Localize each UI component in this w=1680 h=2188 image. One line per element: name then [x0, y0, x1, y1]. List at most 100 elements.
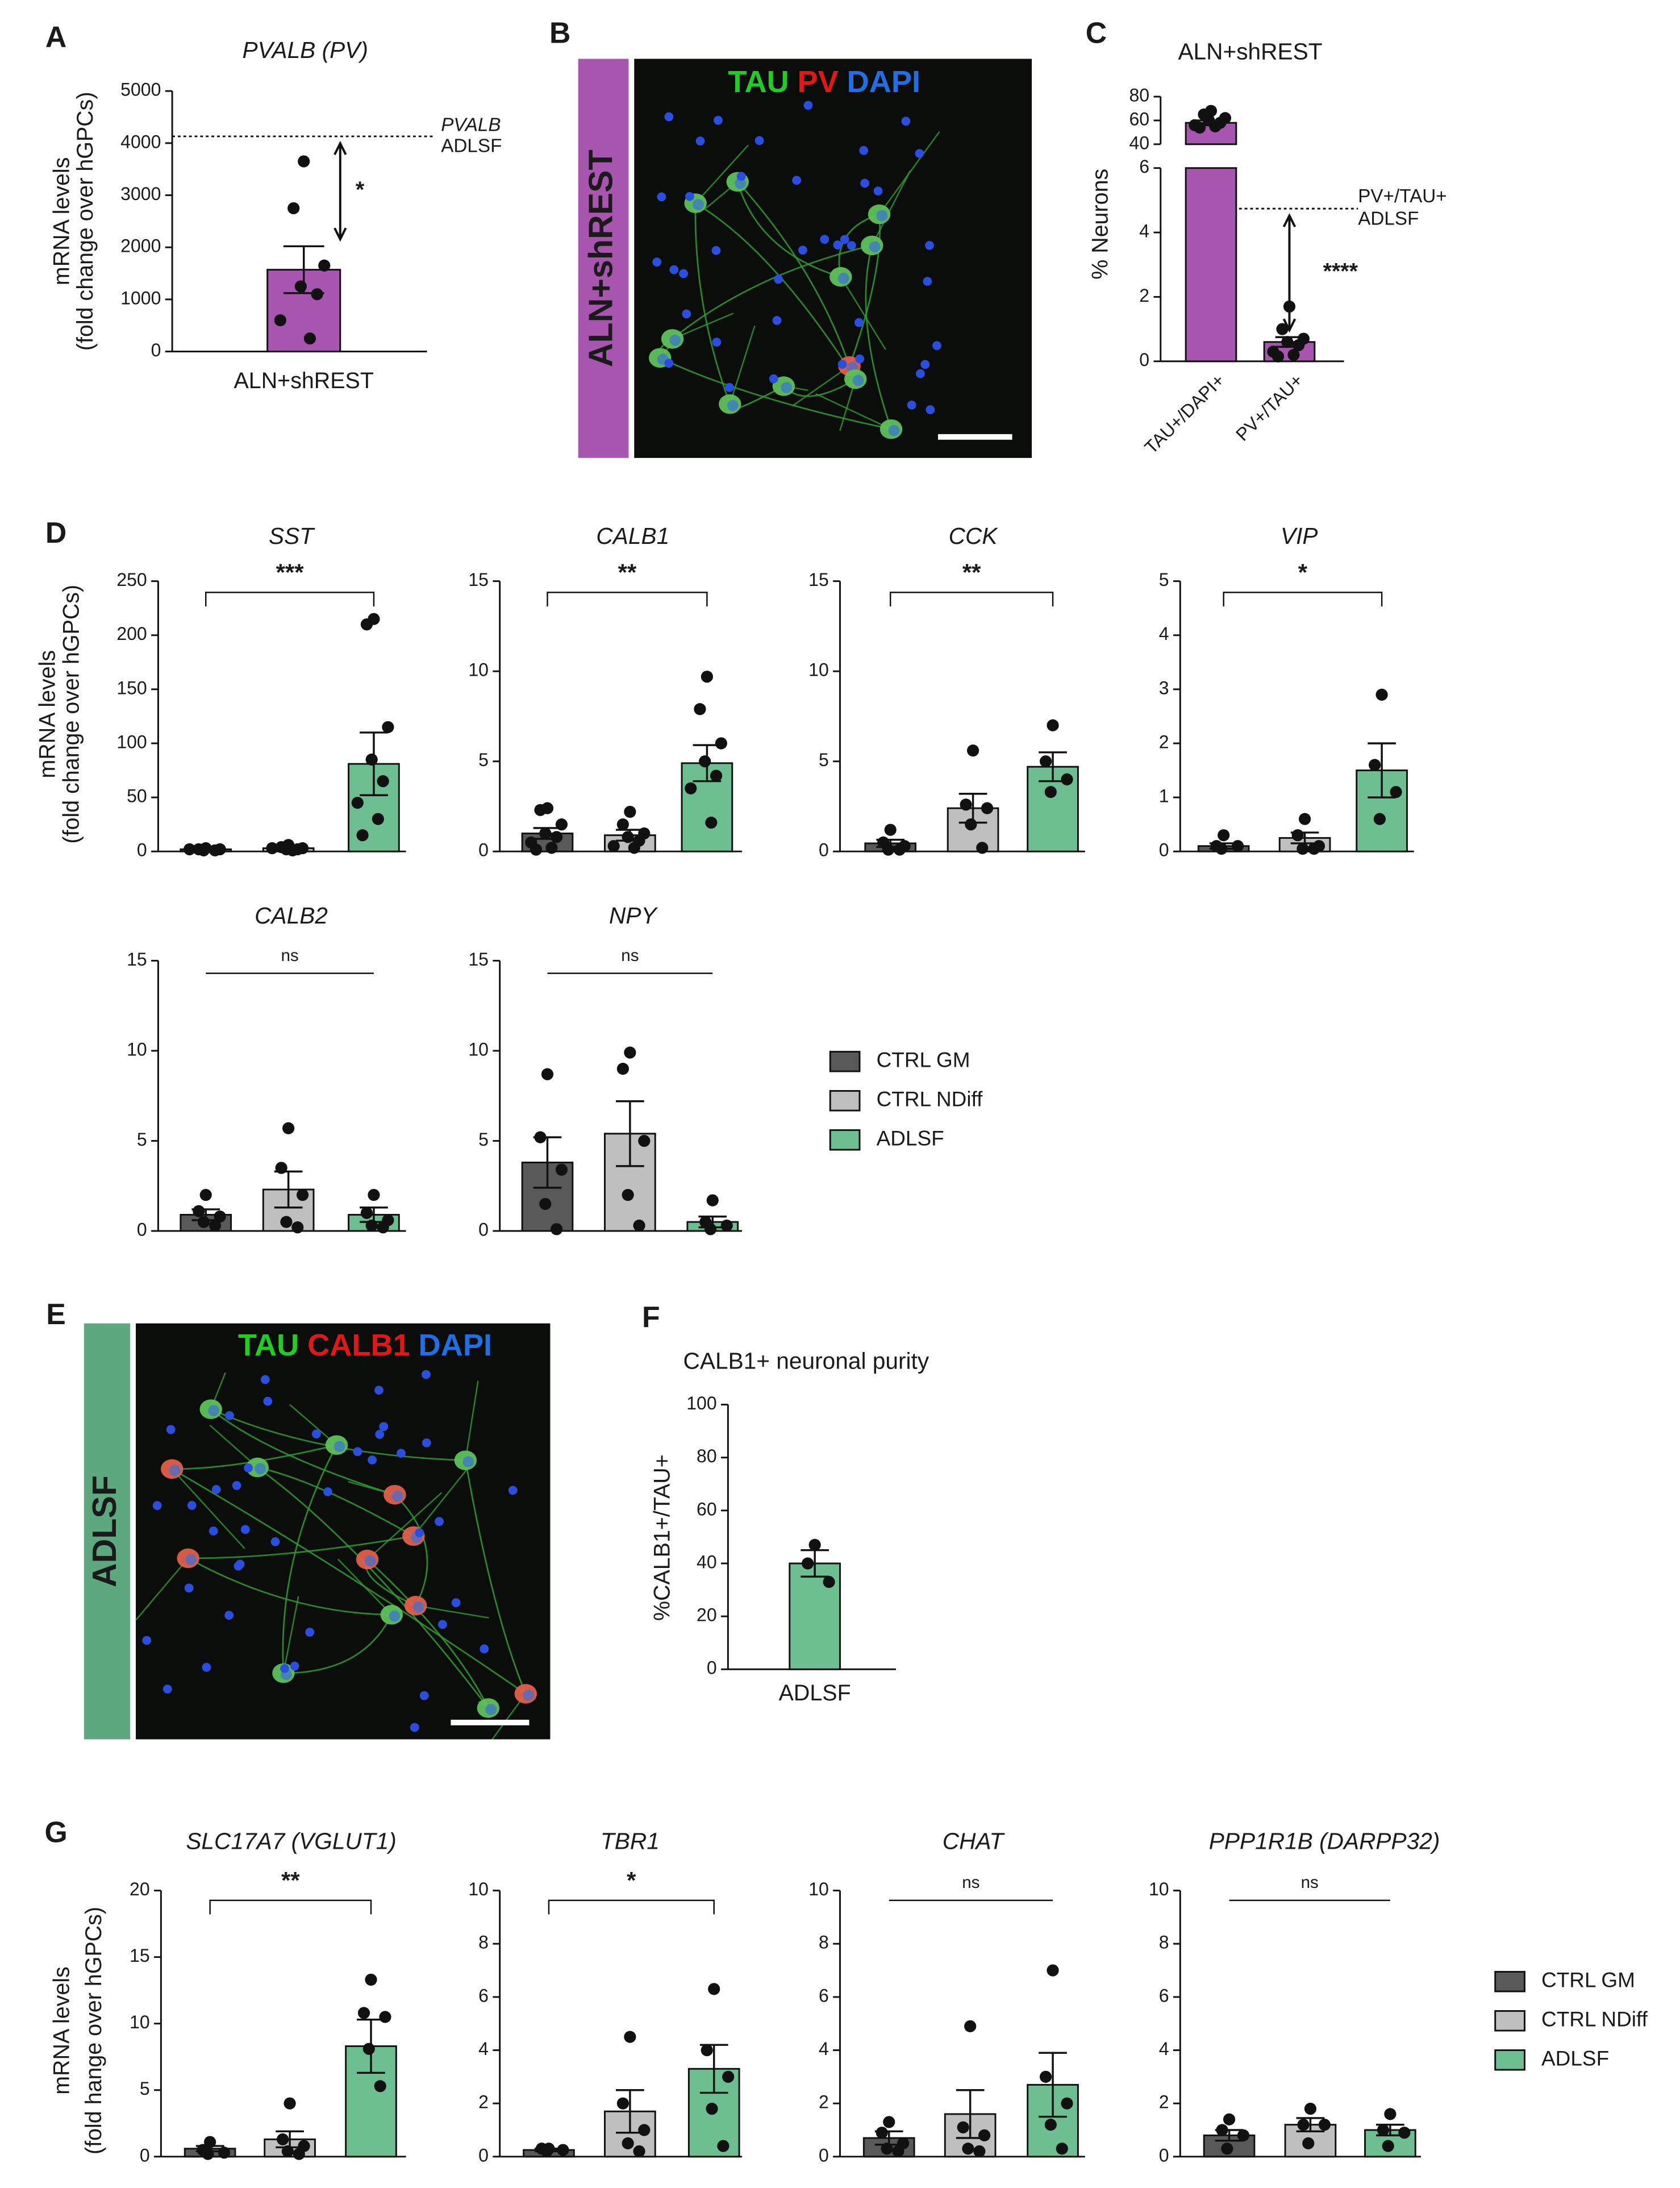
- nucleus: [664, 359, 674, 368]
- data-point: [808, 1538, 821, 1551]
- neurite: [672, 313, 734, 340]
- nucleus: [166, 1425, 176, 1434]
- y-tick-label: 15: [468, 569, 489, 590]
- legend-swatch: [829, 1129, 861, 1151]
- data-point: [275, 1162, 287, 1174]
- x-tick-label: ALN+shREST: [234, 368, 374, 393]
- y-tick-label: 0: [478, 840, 489, 860]
- nucleus: [334, 1441, 345, 1453]
- nucleus: [915, 149, 924, 158]
- nucleus: [485, 1704, 497, 1715]
- nucleus: [187, 1501, 197, 1510]
- data-point: [1281, 336, 1294, 348]
- data-point: [555, 818, 568, 831]
- data-point: [534, 804, 547, 816]
- data-point: [624, 805, 636, 818]
- data-point: [706, 2102, 718, 2115]
- neurite: [171, 1469, 245, 1549]
- data-point: [379, 2011, 391, 2023]
- significance-label: **: [962, 559, 981, 585]
- data-point: [214, 1211, 226, 1223]
- micrograph-background: [136, 1323, 551, 1740]
- data-point: [360, 1207, 373, 1219]
- nucleus: [901, 117, 911, 126]
- significance-label: ****: [1323, 259, 1358, 284]
- y-tick-label: 5000: [120, 80, 161, 100]
- data-point: [1215, 842, 1228, 855]
- nucleus: [435, 1517, 444, 1526]
- y-tick-label: 1000: [120, 288, 161, 308]
- nucleus: [260, 1375, 270, 1384]
- y-tick-label: 15: [808, 569, 829, 590]
- nucleus: [280, 1664, 289, 1673]
- data-point: [1047, 1964, 1059, 1977]
- nucleus: [419, 1691, 429, 1700]
- nucleus: [391, 1490, 403, 1502]
- neurite: [465, 1380, 479, 1461]
- y-tick-label: 15: [130, 1945, 150, 1966]
- data-point: [1194, 121, 1206, 134]
- data-point: [881, 2143, 893, 2155]
- y-tick-label: 200: [116, 623, 147, 644]
- reference-label: ADLSF: [1358, 209, 1419, 230]
- nucleus: [923, 277, 932, 286]
- nucleus: [869, 241, 881, 253]
- data-point: [616, 818, 629, 831]
- nucleus: [240, 1525, 250, 1534]
- data-point: [883, 2116, 895, 2128]
- nucleus: [374, 1386, 383, 1395]
- data-point: [356, 829, 369, 842]
- data-point: [368, 1188, 380, 1201]
- y-tick-label: 4: [1159, 623, 1169, 644]
- y-tick-label: 8: [1159, 1932, 1169, 1953]
- significance-label: ***: [276, 559, 305, 585]
- data-point: [1299, 813, 1311, 825]
- nucleus: [926, 405, 935, 414]
- data-point: [1293, 339, 1305, 352]
- chart-title: TBR1: [601, 1828, 660, 1854]
- neurite: [694, 203, 731, 405]
- y-tick-label: 5: [478, 750, 489, 770]
- significance-bracket: [548, 1899, 715, 1915]
- data-point: [551, 831, 563, 843]
- data-point: [197, 844, 210, 856]
- data-point: [622, 2137, 634, 2149]
- nucleus: [711, 246, 721, 255]
- data-point: [966, 744, 979, 757]
- nucleus: [854, 318, 864, 327]
- nucleus: [462, 1456, 474, 1467]
- y-tick-label: 2: [819, 2092, 829, 2112]
- nucleus: [415, 1528, 424, 1537]
- data-point: [1369, 759, 1381, 771]
- data-point: [976, 842, 989, 854]
- nucleus: [523, 1689, 535, 1701]
- data-point: [699, 755, 711, 768]
- data-point: [1272, 350, 1285, 363]
- panel-letter: E: [46, 1297, 66, 1330]
- y-axis-label: %CALB1+/TAU+: [649, 1454, 674, 1621]
- y-axis-label: mRNA levels: [35, 650, 60, 779]
- y-tick-label: 0: [819, 840, 829, 860]
- nucleus: [152, 1501, 162, 1511]
- y-tick-label: 4000: [120, 131, 161, 152]
- legend-label: CTRL NDiff: [1541, 2008, 1648, 2031]
- y-tick-label: 100: [116, 731, 147, 752]
- neurite: [366, 1492, 443, 1560]
- data-point: [362, 2043, 375, 2055]
- nucleus: [290, 1661, 299, 1671]
- y-tick-label: 0: [1159, 2145, 1169, 2165]
- data-point: [360, 618, 373, 631]
- data-point: [633, 1219, 645, 1232]
- micrograph: [135, 1323, 551, 1740]
- data-point: [280, 1216, 293, 1228]
- chart-title: CALB1: [596, 523, 669, 549]
- data-point: [717, 2140, 729, 2152]
- data-point: [209, 844, 222, 856]
- chart-title: CALB2: [255, 902, 328, 929]
- x-tick-label: ADLSF: [779, 1680, 851, 1706]
- nucleus: [679, 269, 688, 278]
- data-point: [685, 782, 697, 794]
- nucleus: [184, 1583, 194, 1593]
- data-point: [539, 827, 552, 840]
- y-tick-label: 150: [116, 677, 147, 698]
